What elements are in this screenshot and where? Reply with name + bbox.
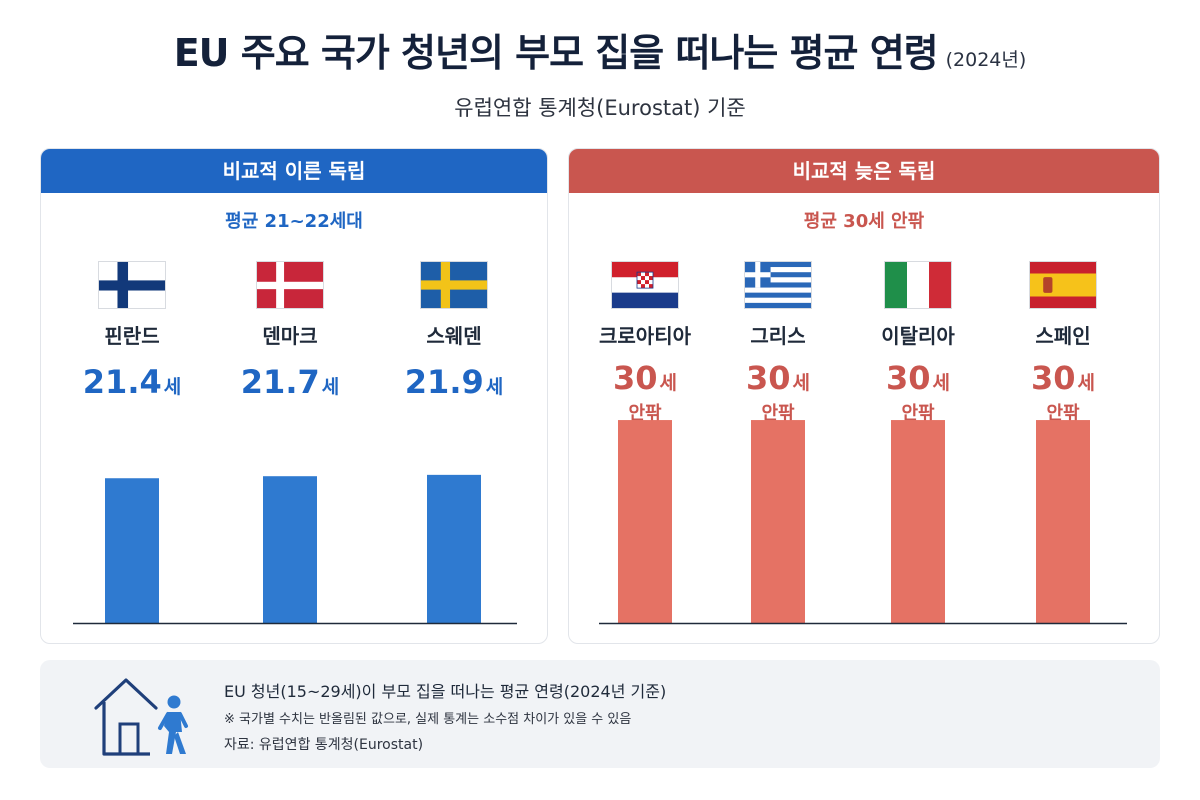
early-independence-panel: 비교적 이른 독립 평균 21~22세대 핀란드 21.4 세 덴마크 21.7 세 스웨덴…: [40, 148, 548, 644]
qualifier-label: 안팎: [761, 403, 795, 424]
late-independence-panel: 비교적 늦은 독립 평균 30세 안팎 크로아티아 30 세 안팎 그리스 30 세 안팎 이탈…: [568, 148, 1160, 644]
chart-title-year: (2024년): [945, 49, 1027, 71]
house-person-icon: [94, 678, 188, 756]
country-label: 핀란드: [104, 324, 159, 348]
footer-main-text: EU 청년(15~29세)이 부모 집을 떠나는 평균 연령(2024년 기준): [224, 682, 667, 701]
bar: [751, 420, 805, 623]
spain-flag-icon: [1029, 261, 1097, 309]
value-label: 30 세: [746, 359, 810, 397]
country-label: 덴마크: [262, 324, 317, 348]
late-bar-chart: 크로아티아 30 세안팎 그리스 30 세안팎 이탈리아 30 세안팎 스페인 30 세안팎: [599, 261, 1127, 625]
italy-flag-icon: [884, 261, 952, 309]
country-group: 크로아티아 30 세안팎: [599, 261, 692, 623]
footer-source-text: 자료: 유럽연합 통계청(Eurostat): [224, 737, 424, 753]
country-label: 그리스: [750, 324, 805, 348]
footer-note-text: ※ 국가별 수치는 반올림된 값으로, 실제 통계는 소수점 차이가 있을 수 …: [224, 712, 632, 727]
value-label: 21.9 세: [405, 363, 503, 401]
qualifier-label: 안팎: [628, 403, 662, 424]
greece-flag-icon: [744, 261, 812, 309]
bar: [891, 420, 945, 623]
country-group: 그리스 30 세안팎: [744, 261, 812, 623]
late-panel-subtitle: 평균 30세 안팎: [803, 211, 925, 232]
qualifier-label: 안팎: [1046, 403, 1080, 424]
finland-flag-icon: [98, 261, 166, 309]
bar: [618, 420, 672, 623]
late-panel-header: 비교적 늦은 독립: [569, 149, 1159, 193]
early-panel-subtitle: 평균 21~22세대: [225, 211, 363, 232]
denmark-flag-icon: [256, 261, 324, 309]
country-group: 덴마크 21.7 세: [241, 261, 339, 623]
croatia-flag-icon: [611, 261, 679, 309]
chart-subtitle: 유럽연합 통계청(Eurostat) 기준: [454, 96, 746, 120]
sweden-flag-icon: [420, 261, 488, 309]
early-bar-chart: 핀란드 21.4 세 덴마크 21.7 세 스웨덴 21.9 세: [73, 261, 517, 625]
value-label: 30 세: [1031, 359, 1095, 397]
chart-title: EU 주요 국가 청년의 부모 집을 떠나는 평균 연령: [173, 31, 939, 75]
country-group: 스웨덴 21.9 세: [405, 261, 503, 623]
bar: [105, 478, 159, 623]
country-group: 스페인 30 세안팎: [1029, 261, 1097, 623]
country-label: 크로아티아: [599, 324, 692, 348]
footer-note-box: EU 청년(15~29세)이 부모 집을 떠나는 평균 연령(2024년 기준)…: [40, 660, 1160, 768]
country-group: 이탈리아 30 세안팎: [881, 261, 955, 623]
bar: [427, 474, 481, 623]
qualifier-label: 안팎: [901, 403, 935, 424]
country-group: 핀란드 21.4 세: [83, 261, 181, 623]
chart-title-row: EU 주요 국가 청년의 부모 집을 떠나는 평균 연령 (2024년): [0, 22, 1200, 77]
value-label: 21.4 세: [83, 363, 181, 401]
country-label: 이탈리아: [881, 324, 955, 348]
bar: [263, 476, 317, 623]
country-label: 스페인: [1035, 324, 1090, 348]
value-label: 30 세: [886, 359, 950, 397]
country-label: 스웨덴: [426, 324, 481, 348]
bar: [1036, 420, 1090, 623]
value-label: 30 세: [613, 359, 677, 397]
value-label: 21.7 세: [241, 363, 339, 401]
early-panel-header: 비교적 이른 독립: [41, 149, 547, 193]
